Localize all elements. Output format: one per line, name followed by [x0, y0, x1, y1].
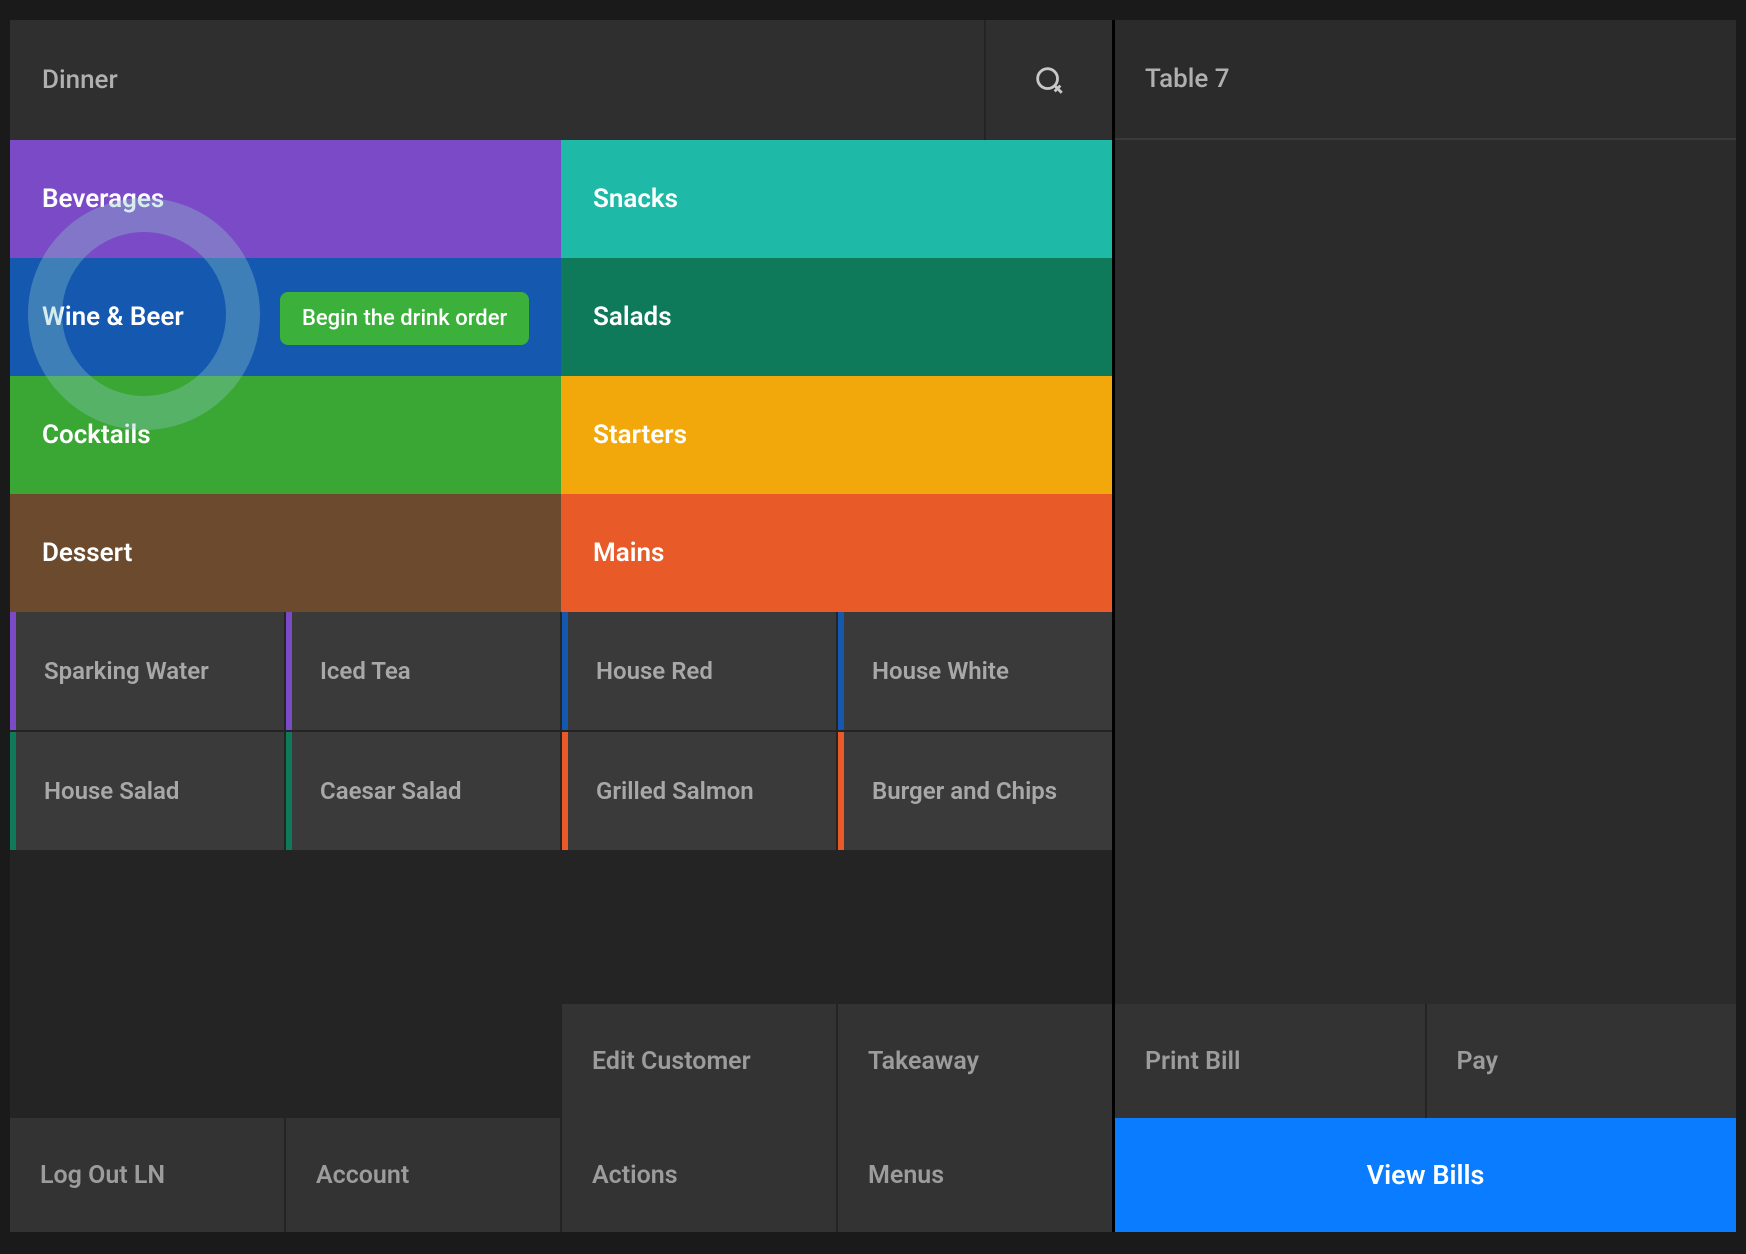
- left-pane: Dinner Beverages Snacks Wine & Beer Salads C…: [10, 20, 1115, 1232]
- action-label: Account: [316, 1161, 409, 1190]
- item-label: House Red: [596, 656, 713, 686]
- log-out-ln-button[interactable]: Log Out LN: [10, 1118, 284, 1232]
- print-bill-button[interactable]: Print Bill: [1115, 1004, 1425, 1118]
- menu-title: Dinner: [10, 20, 984, 140]
- category-salads[interactable]: Salads: [561, 258, 1112, 376]
- action-label: Actions: [592, 1161, 678, 1190]
- category-cocktails[interactable]: Cocktails: [10, 376, 561, 494]
- item-label: House White: [872, 656, 1009, 686]
- menu-header: Dinner: [10, 20, 1112, 140]
- action-label: Edit Customer: [592, 1047, 751, 1076]
- action-label: Pay: [1457, 1047, 1499, 1076]
- item-house-white[interactable]: House White: [838, 612, 1112, 730]
- action-row-1: Edit Customer Takeaway: [10, 1004, 1112, 1118]
- category-starters[interactable]: Starters: [561, 376, 1112, 494]
- bottom-actions: Edit Customer Takeaway Log Out LN Account A…: [10, 1004, 1112, 1232]
- category-snacks[interactable]: Snacks: [561, 140, 1112, 258]
- item-label: Grilled Salmon: [596, 776, 754, 806]
- action-label: Log Out LN: [40, 1161, 165, 1190]
- item-burger-and-chips[interactable]: Burger and Chips: [838, 732, 1112, 850]
- empty-slot: [286, 1004, 560, 1118]
- item-grilled-salmon[interactable]: Grilled Salmon: [562, 732, 836, 850]
- item-house-red[interactable]: House Red: [562, 612, 836, 730]
- menus-button[interactable]: Menus: [838, 1118, 1112, 1232]
- action-row-2: Log Out LN Account Actions Menus: [10, 1118, 1112, 1232]
- item-label: Sparking Water: [44, 656, 209, 686]
- item-label: House Salad: [44, 776, 179, 806]
- view-bills-button[interactable]: View Bills: [1115, 1118, 1736, 1232]
- bill-actions: Print Bill Pay: [1115, 1004, 1736, 1118]
- search-icon: [1032, 63, 1066, 97]
- category-label: Wine & Beer: [42, 302, 184, 332]
- category-grid: Beverages Snacks Wine & Beer Salads Cocktail…: [10, 140, 1112, 612]
- category-label: Starters: [593, 420, 687, 450]
- pay-button[interactable]: Pay: [1427, 1004, 1737, 1118]
- actions-button[interactable]: Actions: [562, 1118, 836, 1232]
- category-dessert[interactable]: Dessert: [10, 494, 561, 612]
- category-label: Mains: [593, 538, 664, 568]
- category-beverages[interactable]: Beverages: [10, 140, 561, 258]
- takeaway-button[interactable]: Takeaway: [838, 1004, 1112, 1118]
- item-label: Caesar Salad: [320, 776, 462, 806]
- item-sparking-water[interactable]: Sparking Water: [10, 612, 284, 730]
- app-frame: Dinner Beverages Snacks Wine & Beer Salads C…: [10, 20, 1736, 1232]
- order-header: Table 7: [1115, 20, 1736, 140]
- category-label: Dessert: [42, 538, 132, 568]
- item-caesar-salad[interactable]: Caesar Salad: [286, 732, 560, 850]
- right-pane: Table 7 Print Bill Pay View Bills: [1115, 20, 1736, 1232]
- item-iced-tea[interactable]: Iced Tea: [286, 612, 560, 730]
- action-label: Print Bill: [1145, 1047, 1240, 1076]
- action-label: Takeaway: [868, 1047, 979, 1076]
- item-label: Iced Tea: [320, 656, 411, 686]
- tutorial-tooltip: Begin the drink order: [280, 292, 529, 345]
- item-house-salad[interactable]: House Salad: [10, 732, 284, 850]
- category-label: Cocktails: [42, 420, 151, 450]
- category-label: Salads: [593, 302, 672, 332]
- order-body: [1115, 140, 1736, 1004]
- category-label: Snacks: [593, 184, 678, 214]
- action-label: Menus: [868, 1161, 944, 1190]
- edit-customer-button[interactable]: Edit Customer: [562, 1004, 836, 1118]
- search-button[interactable]: [984, 20, 1112, 140]
- item-grid: Sparking Water Iced Tea House Red House Whi…: [10, 612, 1112, 850]
- item-label: Burger and Chips: [872, 776, 1057, 806]
- empty-slot: [10, 1004, 284, 1118]
- category-label: Beverages: [42, 184, 164, 214]
- category-mains[interactable]: Mains: [561, 494, 1112, 612]
- account-button[interactable]: Account: [286, 1118, 560, 1232]
